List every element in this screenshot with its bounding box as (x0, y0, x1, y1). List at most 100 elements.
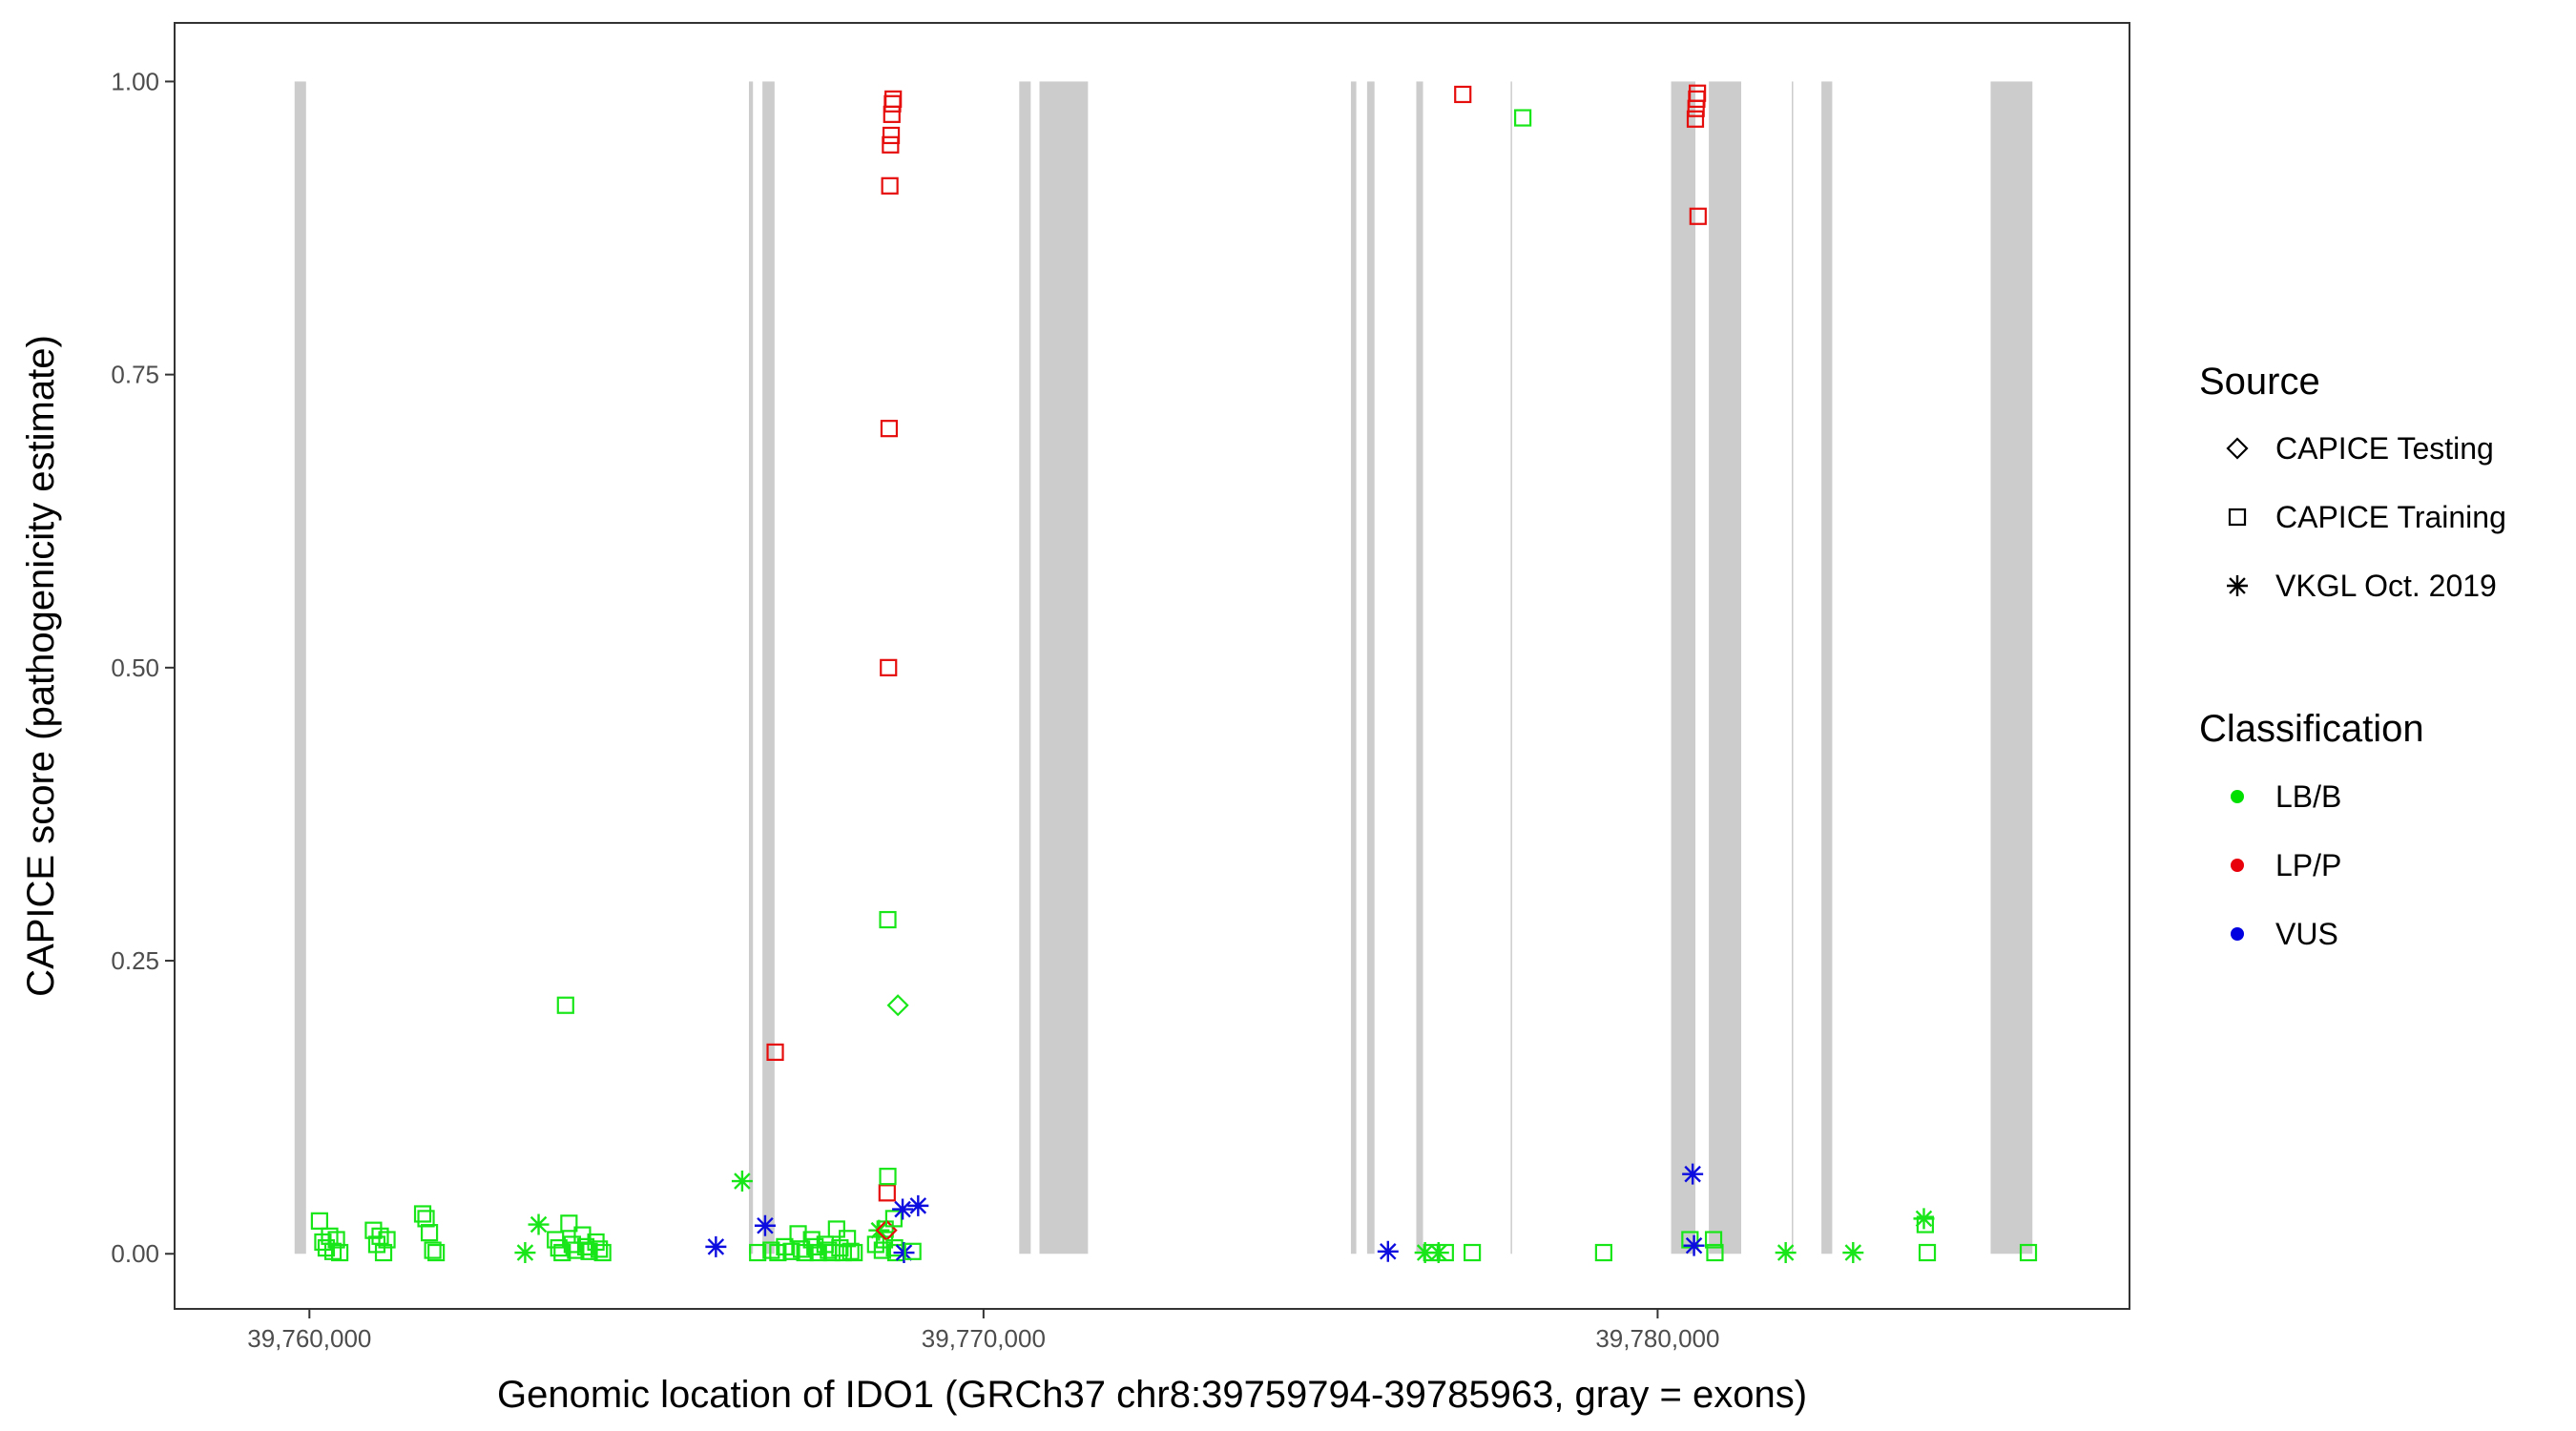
data-point-35 (749, 1243, 767, 1262)
data-point-11 (374, 1243, 393, 1262)
exon-band-8 (1416, 81, 1423, 1255)
y-tick-label-2: 0.25 (111, 946, 159, 975)
data-point-93 (1683, 1234, 1705, 1256)
data-point-78 (892, 1198, 914, 1220)
legend-source-label-2: CAPICE Training (2275, 500, 2506, 534)
data-point-15 (420, 1224, 439, 1242)
legend-source-title: Source (2199, 361, 2320, 403)
data-point-97 (1689, 84, 1707, 102)
data-point-99 (1704, 1231, 1723, 1249)
x-tick-label-2: 39,770,000 (922, 1324, 1046, 1353)
data-point-101 (1775, 1242, 1797, 1264)
data-point-39 (766, 1043, 784, 1061)
y-axis: 0.00 0.25 0.50 0.75 1.00 (111, 67, 175, 1268)
y-tick-label-1: 0.00 (111, 1239, 159, 1268)
data-point-33 (705, 1235, 727, 1257)
legend: Source Classification CAPICE Testing CAPI… (2199, 361, 2506, 951)
data-point-100 (1706, 1243, 1724, 1262)
data-point-102 (1842, 1242, 1864, 1264)
data-point-55 (841, 1242, 860, 1260)
data-point-105 (1918, 1243, 1937, 1262)
data-point-103 (1913, 1208, 1935, 1230)
data-point-43 (792, 1240, 811, 1258)
data-point-94 (1686, 110, 1705, 128)
exon-band-5 (1039, 81, 1089, 1255)
data-point-81 (907, 1194, 929, 1216)
x-tick-label-3: 39,780,000 (1595, 1324, 1719, 1353)
data-point-28 (576, 1237, 595, 1255)
data-point-72 (884, 90, 903, 108)
legend-source-key-1 (2226, 437, 2249, 460)
data-point-19 (528, 1213, 550, 1235)
data-point-67 (881, 176, 899, 195)
data-point-23 (556, 996, 574, 1014)
data-point-59 (873, 1241, 891, 1259)
data-point-88 (1464, 1243, 1482, 1262)
data-point-18 (514, 1242, 536, 1264)
exon-band-13 (1821, 81, 1833, 1255)
data-point-66 (880, 420, 899, 438)
legend-source-label-3: VKGL Oct. 2019 (2275, 569, 2497, 603)
data-point-73 (879, 910, 897, 929)
data-point-56 (845, 1243, 863, 1262)
data-point-68 (882, 135, 900, 154)
data-point-91 (1681, 1231, 1699, 1249)
data-point-75 (885, 1239, 904, 1257)
data-point-64 (879, 1168, 897, 1186)
exon-bands (294, 81, 2033, 1255)
data-point-25 (563, 1235, 581, 1254)
exon-band-10 (1671, 81, 1695, 1255)
y-axis-title: CAPICE score (pathogenicity estimate) (20, 335, 62, 997)
data-point-12 (378, 1231, 396, 1249)
data-point-77 (886, 994, 909, 1017)
data-point-69 (882, 126, 901, 145)
data-point-16 (424, 1241, 442, 1259)
legend-classification-key-1 (2231, 790, 2244, 803)
data-point-51 (827, 1220, 845, 1238)
data-point-17 (427, 1243, 446, 1262)
data-point-82 (1377, 1240, 1399, 1262)
data-point-92 (1682, 1163, 1704, 1185)
data-point-1 (310, 1212, 329, 1230)
exon-band-12 (1792, 81, 1794, 1255)
plot-panel-border (174, 22, 2130, 1310)
data-point-34 (731, 1171, 753, 1192)
y-tick-label-4: 0.75 (111, 361, 159, 389)
exon-band-2 (748, 81, 754, 1255)
exon-band-14 (1990, 81, 2033, 1255)
data-point-46 (806, 1237, 824, 1255)
data-point-24 (560, 1214, 578, 1233)
data-point-104 (1916, 1215, 1935, 1234)
data-point-79 (893, 1242, 915, 1264)
data-point-98 (1689, 207, 1707, 225)
exon-band-6 (1350, 81, 1357, 1255)
exon-band-3 (762, 81, 775, 1255)
legend-source-label-1: CAPICE Testing (2275, 431, 2494, 466)
data-point-21 (550, 1239, 568, 1257)
exon-band-9 (1510, 81, 1512, 1255)
data-point-106 (2019, 1243, 2038, 1262)
data-point-58 (868, 1219, 890, 1241)
data-point-87 (1454, 85, 1472, 104)
exon-band-11 (1709, 81, 1742, 1255)
exon-band-4 (1019, 81, 1031, 1255)
y-tick-label-5: 1.00 (111, 67, 159, 95)
legend-classification-title: Classification (2199, 708, 2424, 750)
exon-band-7 (1366, 81, 1375, 1255)
y-tick-label-3: 0.50 (111, 653, 159, 682)
x-axis: 39,760,000 39,770,000 39,780,000 (247, 1309, 1719, 1353)
data-point-14 (417, 1210, 435, 1228)
legend-classification-label-2: LP/P (2275, 848, 2341, 882)
data-point-7 (331, 1243, 349, 1262)
data-point-80 (904, 1242, 922, 1260)
data-point-13 (413, 1205, 432, 1223)
legend-source-key-3 (2227, 575, 2248, 596)
data-point-63 (878, 1184, 896, 1202)
data-point-41 (782, 1242, 800, 1260)
data-points (310, 84, 2038, 1264)
legend-classification-key-3 (2231, 927, 2244, 941)
data-point-36 (754, 1214, 776, 1236)
x-tick-label-1: 39,760,000 (247, 1324, 371, 1353)
